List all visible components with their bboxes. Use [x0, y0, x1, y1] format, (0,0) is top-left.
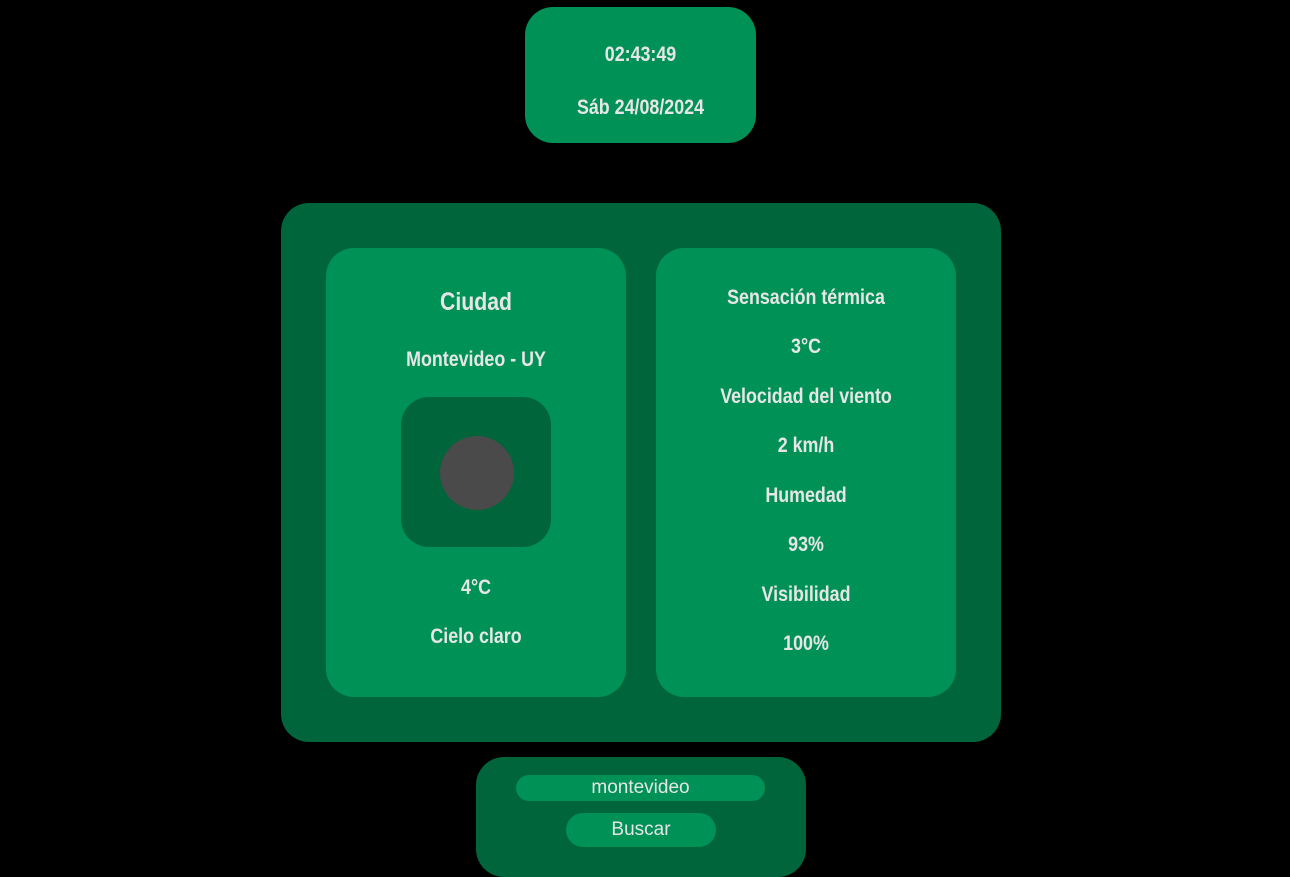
current-weather-card: Ciudad Montevideo - UY 4°C Cielo claro — [326, 248, 626, 697]
visibility-label: Visibilidad — [761, 583, 851, 606]
wind-speed-value: 2 km/h — [777, 434, 835, 457]
clock-time: 02:43:49 — [604, 43, 677, 66]
temperature: 4°C — [461, 576, 491, 599]
weather-icon-box — [401, 397, 551, 547]
search-panel: Buscar — [476, 757, 806, 877]
humidity-label: Humedad — [765, 484, 847, 507]
clock-date: Sáb 24/08/2024 — [576, 96, 705, 119]
weather-panel: Ciudad Montevideo - UY 4°C Cielo claro S… — [281, 203, 1001, 742]
weather-description: Cielo claro — [430, 625, 522, 648]
wind-speed-label: Velocidad del viento — [720, 385, 892, 408]
weather-details-card: Sensación térmica 3°C Velocidad del vien… — [656, 248, 956, 697]
visibility-value: 100% — [783, 632, 829, 655]
city-heading: Ciudad — [439, 288, 513, 316]
city-search-input[interactable] — [516, 775, 765, 801]
clock-widget: 02:43:49 Sáb 24/08/2024 — [525, 7, 756, 143]
city-name: Montevideo - UY — [406, 348, 546, 371]
feels-like-label: Sensación térmica — [727, 286, 885, 309]
search-button[interactable]: Buscar — [566, 813, 716, 847]
feels-like-value: 3°C — [791, 335, 821, 358]
weather-icon — [440, 436, 514, 510]
humidity-value: 93% — [788, 533, 824, 556]
